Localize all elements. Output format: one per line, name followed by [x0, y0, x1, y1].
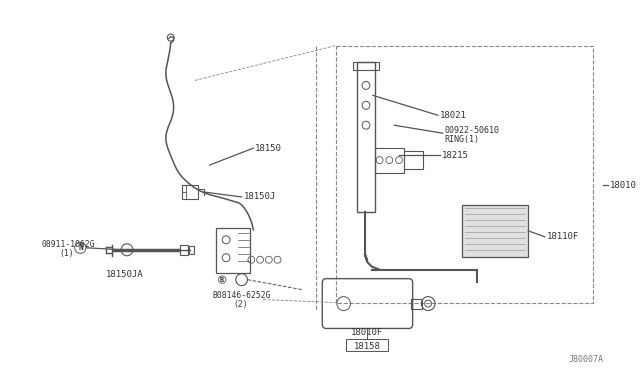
Text: N: N [78, 243, 83, 252]
Text: 18150JA: 18150JA [106, 270, 144, 279]
Bar [357, 62, 375, 212]
Text: 18150: 18150 [255, 144, 282, 153]
Bar [375, 148, 404, 173]
Text: 18158: 18158 [353, 342, 380, 351]
Bar [346, 339, 388, 352]
Bar [189, 246, 194, 254]
Bar [216, 228, 250, 273]
Bar [182, 185, 198, 199]
Text: 18021: 18021 [440, 111, 467, 120]
Text: 18110F: 18110F [547, 232, 579, 241]
Text: J80007A: J80007A [568, 355, 603, 364]
Text: 18010F: 18010F [351, 328, 383, 337]
Bar [462, 205, 528, 257]
Text: 18150J: 18150J [244, 192, 276, 202]
Text: 00922-50610: 00922-50610 [445, 126, 500, 135]
Bar [180, 245, 188, 255]
Text: (2): (2) [234, 300, 248, 309]
Bar [353, 62, 379, 70]
Bar [336, 45, 593, 302]
Text: B: B [220, 277, 225, 283]
Bar [411, 299, 422, 308]
Text: (1): (1) [59, 249, 74, 258]
Text: RING(1): RING(1) [445, 135, 480, 144]
Text: B08146-6252G: B08146-6252G [212, 291, 271, 300]
Text: 08911-1062G: 08911-1062G [42, 240, 95, 249]
Bar [404, 151, 423, 169]
Text: 18010: 18010 [610, 180, 637, 189]
Text: 18215: 18215 [442, 151, 468, 160]
